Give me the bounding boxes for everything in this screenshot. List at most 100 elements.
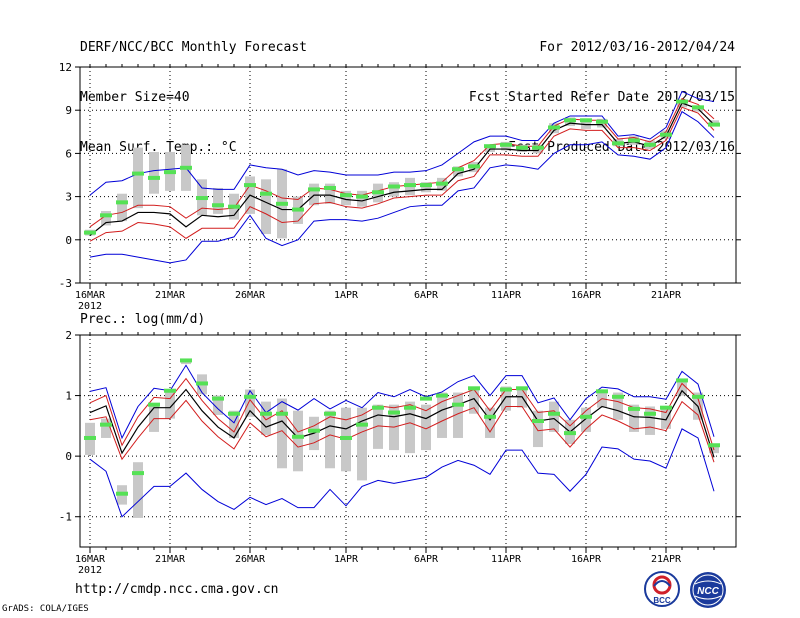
- member-range-bar: [437, 392, 447, 438]
- median-marker: [116, 491, 128, 496]
- median-marker: [260, 191, 272, 196]
- x-tick-label: 16APR: [571, 290, 602, 301]
- median-marker: [180, 358, 192, 363]
- member-range-bar: [117, 193, 127, 222]
- member-range-bar: [485, 407, 495, 438]
- upper-inner-line: [89, 98, 715, 228]
- median-marker: [692, 105, 704, 110]
- median-marker: [100, 213, 112, 218]
- median-marker: [420, 183, 432, 188]
- median-marker: [516, 386, 528, 391]
- median-marker: [244, 183, 256, 188]
- median-marker: [628, 138, 640, 143]
- median-marker: [596, 389, 608, 394]
- median-marker: [388, 184, 400, 189]
- median-marker: [196, 196, 208, 201]
- median-marker: [324, 185, 336, 190]
- median-marker: [132, 171, 144, 176]
- median-marker: [708, 443, 720, 448]
- member-range-bar: [101, 418, 111, 438]
- member-range-bar: [277, 398, 287, 469]
- median-marker: [660, 405, 672, 410]
- median-marker: [292, 207, 304, 212]
- forecast-period-label: For 2012/03/16-2012/04/24: [539, 40, 735, 55]
- median-marker: [644, 142, 656, 147]
- median-marker: [356, 422, 368, 427]
- median-marker: [612, 141, 624, 146]
- median-marker: [500, 142, 512, 147]
- median-marker: [388, 410, 400, 415]
- temperature-panel-title: Mean Surf. Temp.: °C: [80, 140, 237, 155]
- median-marker: [660, 132, 672, 137]
- median-marker: [564, 431, 576, 436]
- median-marker: [228, 411, 240, 416]
- x-tick-label: 26MAR: [235, 290, 266, 301]
- median-marker: [100, 422, 112, 427]
- member-range-bar: [213, 395, 223, 415]
- y-tick-label: -3: [59, 277, 72, 290]
- member-range-bar: [661, 407, 671, 429]
- member-range-bar: [501, 386, 511, 411]
- median-marker: [420, 396, 432, 401]
- member-range-bar: [357, 407, 367, 481]
- y-tick-label: 3: [65, 191, 72, 204]
- median-marker: [484, 144, 496, 149]
- median-marker: [324, 411, 336, 416]
- member-range-bar: [149, 151, 159, 194]
- median-marker: [404, 183, 416, 188]
- median-marker: [628, 406, 640, 411]
- footer-url[interactable]: http://cmdp.ncc.cma.gov.cn: [75, 582, 279, 597]
- chart-panel-0: -3 0 3 6 9 12 16MAR 21MAR 26MAR 1APR 6APR 11APR 16AP…: [59, 61, 741, 312]
- y-tick-label: 2: [65, 329, 72, 342]
- median-marker: [84, 435, 96, 440]
- ensemble-mean-line: [89, 102, 715, 236]
- median-marker: [164, 170, 176, 175]
- member-range-bar: [213, 187, 223, 214]
- member-range-bar: [229, 410, 239, 438]
- member-range-bar: [373, 404, 383, 449]
- y-tick-label: 0: [65, 450, 72, 463]
- median-marker: [276, 201, 288, 206]
- member-range-bar: [421, 404, 431, 451]
- median-marker: [676, 99, 688, 104]
- median-marker: [452, 402, 464, 407]
- median-marker: [212, 203, 224, 208]
- bcc-logo-text: BCC: [653, 596, 671, 605]
- x-tick-label: 21APR: [651, 290, 682, 301]
- x-tick-label: 21APR: [651, 554, 682, 565]
- member-range-bar: [133, 462, 143, 518]
- member-range-bar: [549, 401, 559, 432]
- member-range-bar: [613, 392, 623, 420]
- header-left: DERF/NCC/BCC Monthly Forecast Member Siz…: [80, 10, 307, 175]
- median-marker: [644, 411, 656, 416]
- median-marker: [116, 200, 128, 205]
- median-marker: [516, 145, 528, 150]
- median-marker: [212, 396, 224, 401]
- median-marker: [548, 411, 560, 416]
- median-marker: [436, 393, 448, 398]
- x-tick-label: 11APR: [491, 554, 522, 565]
- median-marker: [276, 411, 288, 416]
- lower-inner-line: [89, 106, 715, 242]
- median-marker: [84, 230, 96, 235]
- median-marker: [452, 167, 464, 172]
- lower-inner-line: [89, 399, 715, 463]
- x-year-label: 2012: [78, 565, 102, 576]
- y-tick-label: -1: [59, 511, 72, 524]
- ncc-logo: NCC: [690, 572, 726, 608]
- upper-spread-line: [89, 364, 715, 440]
- member-range-bar: [293, 410, 303, 472]
- bcc-logo: BCC: [644, 571, 680, 607]
- member-range-bar: [101, 211, 111, 226]
- median-marker: [580, 118, 592, 123]
- y-tick-label: 12: [59, 61, 72, 74]
- x-tick-label: 21MAR: [155, 554, 186, 565]
- precip-panel-title: Prec.: log(mm/d): [80, 312, 205, 327]
- x-tick-label: 26MAR: [235, 554, 266, 565]
- median-marker: [500, 387, 512, 392]
- member-range-bar: [325, 410, 335, 469]
- median-marker: [676, 378, 688, 383]
- member-range-bar: [421, 182, 431, 193]
- median-marker: [148, 175, 160, 180]
